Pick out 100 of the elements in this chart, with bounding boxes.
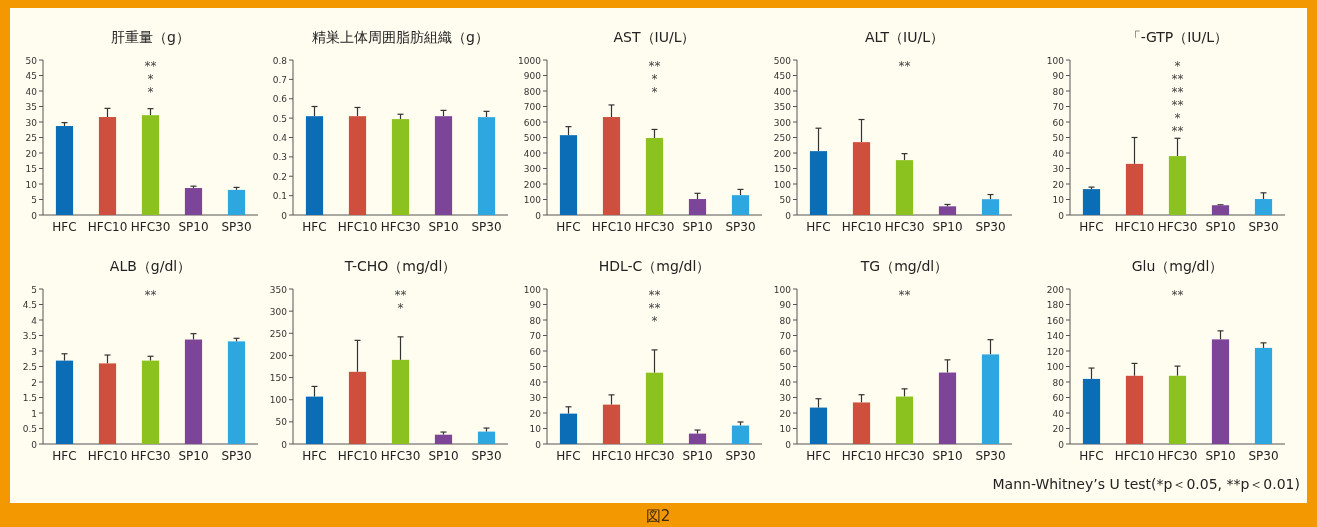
y-tick-label: 300: [523, 164, 542, 174]
annotation: *: [1174, 111, 1181, 125]
y-tick-label: 100: [773, 284, 792, 295]
bar: [434, 434, 453, 444]
y-tick-label: 45: [25, 71, 37, 81]
x-tick-label: HFC30: [884, 220, 925, 234]
bar: [1168, 156, 1187, 215]
y-tick-label: 4: [31, 315, 38, 326]
text: 図2: [645, 507, 671, 525]
x-tick-label: HFC10: [337, 449, 378, 463]
bar: [559, 135, 578, 215]
x-tick-label: SP30: [221, 220, 252, 234]
bar: [895, 396, 914, 444]
bar: [1211, 339, 1230, 444]
x-tick-label: SP10: [178, 449, 209, 463]
x-tick-label: HFC10: [1114, 449, 1155, 463]
annotation: **: [648, 59, 661, 73]
chart-title: AST（IU/L）: [613, 29, 696, 45]
bar: [55, 126, 74, 215]
y-tick-label: 0: [31, 210, 38, 221]
y-tick-label: 0.5: [272, 113, 287, 124]
y-tick-label: 200: [523, 179, 542, 190]
x-tick-label: SP30: [725, 449, 756, 463]
bar: [1254, 347, 1273, 444]
x-tick-label: HFC: [52, 220, 77, 234]
x-tick-label: HFC30: [884, 449, 925, 463]
x-tick-label: SP30: [725, 220, 756, 234]
y-tick-label: 50: [275, 417, 288, 428]
bar: [602, 117, 621, 215]
x-tick-label: HFC30: [634, 220, 675, 234]
x-tick-label: SP10: [932, 220, 963, 234]
y-tick-label: 60: [1052, 393, 1065, 403]
y-tick-label: 250: [773, 133, 792, 143]
x-tick-label: SP30: [1248, 449, 1279, 463]
annotation: *: [651, 314, 658, 328]
x-tick-label: HFC: [556, 449, 581, 463]
x-tick-label: HFC10: [841, 449, 882, 463]
y-tick-label: 300: [269, 306, 288, 317]
x-tick-label: SP10: [428, 220, 459, 234]
bar: [852, 402, 871, 444]
bar: [731, 195, 750, 215]
y-tick-label: 700: [523, 102, 542, 112]
y-tick-label: 70: [1052, 102, 1065, 112]
y-tick-label: 450: [773, 71, 792, 81]
y-tick-label: 100: [1046, 55, 1065, 66]
y-tick-label: 180: [1046, 300, 1065, 310]
bar: [602, 404, 621, 444]
bar: [184, 339, 203, 444]
bar: [305, 396, 324, 444]
y-tick-label: 0.7: [272, 74, 287, 85]
bar: [98, 363, 117, 444]
x-tick-label: SP10: [1205, 449, 1236, 463]
y-tick-label: 500: [523, 133, 542, 143]
y-tick-label: 20: [1052, 424, 1065, 434]
y-tick-label: 60: [529, 346, 542, 357]
bar: [809, 151, 828, 215]
bar: [1082, 378, 1101, 444]
y-tick-label: 80: [1052, 86, 1065, 97]
x-tick-label: HFC: [302, 220, 327, 234]
bar: [1125, 163, 1144, 215]
bar: [1125, 375, 1144, 444]
bar: [184, 188, 203, 215]
x-tick-label: SP10: [1205, 220, 1236, 234]
y-tick-label: 60: [779, 346, 792, 357]
x-tick-label: HFC: [806, 449, 831, 463]
annotation: **: [648, 288, 661, 302]
annotation: **: [1171, 72, 1184, 86]
y-tick-label: 40: [1052, 408, 1065, 419]
annotation: **: [1171, 85, 1184, 99]
bar: [938, 206, 957, 215]
y-tick-label: 10: [779, 424, 792, 434]
y-tick-label: 0.1: [272, 191, 287, 202]
y-tick-label: 350: [773, 102, 792, 112]
x-tick-label: SP10: [178, 220, 209, 234]
annotation: *: [651, 85, 658, 99]
y-tick-label: 60: [1052, 117, 1065, 128]
x-tick-label: SP10: [682, 449, 713, 463]
y-tick-label: 0.3: [272, 152, 287, 163]
annotation: **: [648, 301, 661, 315]
x-tick-label: HFC10: [87, 449, 128, 463]
y-tick-label: 0: [31, 439, 38, 450]
y-tick-label: 90: [529, 300, 542, 310]
y-tick-label: 400: [523, 148, 542, 159]
y-tick-label: 0: [1058, 439, 1065, 450]
annotation: *: [147, 85, 154, 99]
y-tick-label: 100: [1046, 362, 1065, 372]
annotation: *: [397, 301, 404, 315]
y-tick-label: 0.4: [272, 133, 288, 143]
annotation: *: [651, 72, 658, 86]
y-tick-label: 50: [1052, 133, 1065, 143]
y-tick-label: 1: [31, 408, 37, 419]
annotation: **: [898, 59, 911, 73]
y-tick-label: 70: [779, 331, 792, 341]
chart-title: T-CHO（mg/dl）: [343, 258, 457, 274]
y-tick-label: 10: [25, 179, 38, 190]
y-tick-label: 10: [1052, 195, 1065, 205]
annotation: **: [144, 288, 157, 302]
bar: [938, 372, 957, 444]
y-tick-label: 200: [773, 148, 792, 159]
bar: [1082, 189, 1101, 215]
